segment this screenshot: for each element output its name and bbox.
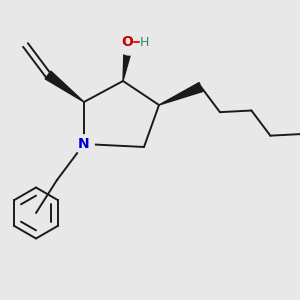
Polygon shape — [159, 82, 203, 105]
Polygon shape — [123, 41, 134, 81]
Text: H: H — [140, 35, 149, 49]
Text: N: N — [78, 137, 90, 151]
Polygon shape — [45, 71, 84, 102]
Text: O: O — [122, 35, 134, 49]
